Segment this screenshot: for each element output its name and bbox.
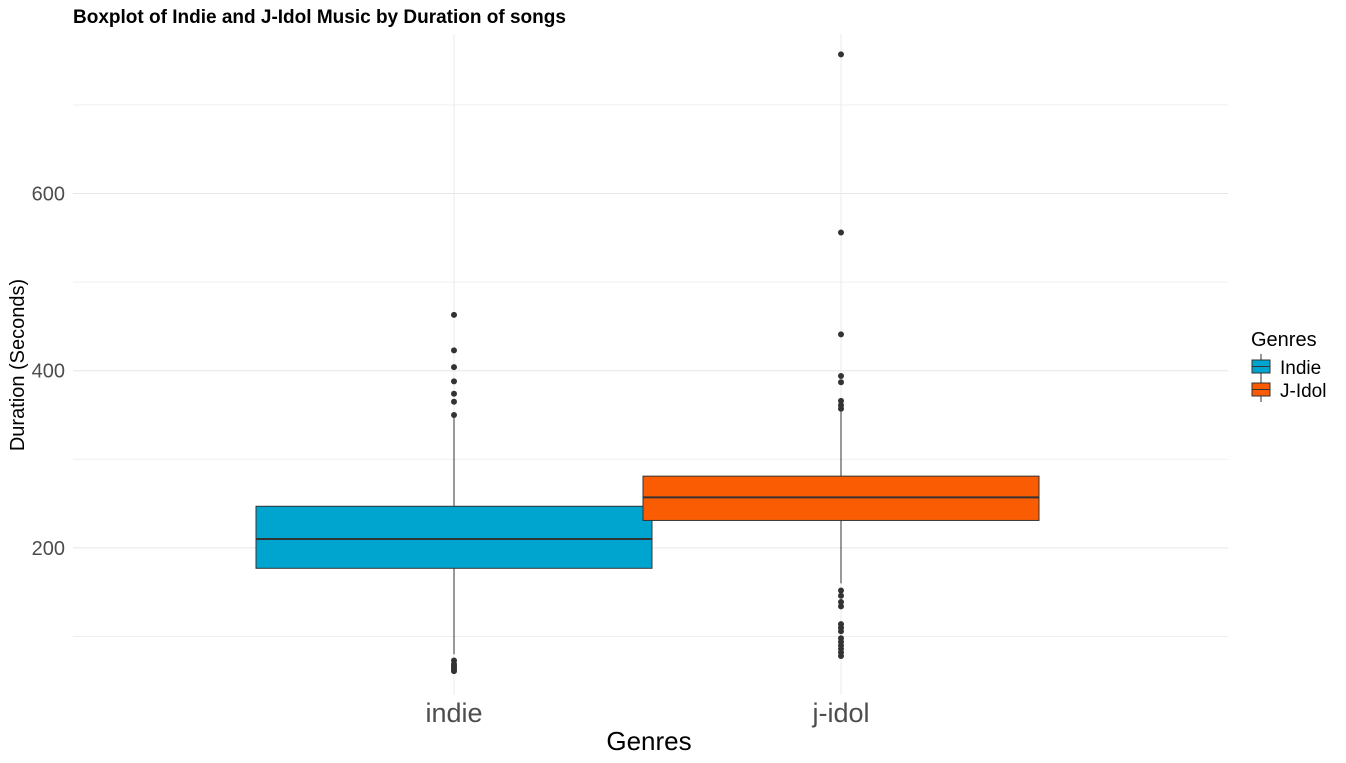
outlier-point (838, 229, 844, 236)
box-indie (255, 311, 653, 675)
y-axis-ticks: 200 400 600 (32, 183, 65, 559)
outlier-point (838, 379, 844, 386)
legend-label: J-Idol (1280, 381, 1326, 402)
legend-title: Genres (1251, 329, 1317, 351)
outlier-point (838, 603, 844, 610)
outlier-point (451, 390, 457, 397)
x-tick-label: j-idol (811, 698, 869, 728)
outlier-point (838, 331, 844, 338)
outlier-point (838, 653, 844, 660)
outlier-point (838, 628, 844, 635)
x-tick-label: indie (425, 698, 482, 728)
outlier-point (451, 378, 457, 385)
outlier-point (838, 598, 844, 605)
y-tick-label: 200 (32, 538, 65, 560)
outlier-point (838, 373, 844, 380)
y-axis-label: Duration (Seconds) (7, 279, 29, 451)
y-tick-label: 600 (32, 183, 65, 205)
outlier-point (838, 405, 844, 412)
legend-key-j-idol (1251, 377, 1271, 402)
outlier-point (838, 587, 844, 594)
outlier-point (838, 51, 844, 58)
outlier-point (451, 347, 457, 354)
grid-lines (73, 34, 1228, 695)
outlier-point (451, 668, 457, 675)
boxes (255, 51, 1040, 675)
x-axis-ticks: indie j-idol (425, 698, 869, 728)
iqr-box (255, 505, 653, 569)
outlier-point (451, 398, 457, 405)
box-j-idol (642, 51, 1040, 660)
outlier-point (838, 397, 844, 404)
x-axis-label: Genres (606, 726, 691, 756)
legend-label: Indie (1280, 358, 1321, 379)
y-tick-label: 400 (32, 361, 65, 383)
outlier-point (838, 592, 844, 599)
outlier-point (451, 412, 457, 419)
outlier-point (451, 364, 457, 371)
legend-key-indie (1251, 354, 1271, 379)
chart-title: Boxplot of Indie and J-Idol Music by Dur… (73, 7, 566, 28)
outlier-point (451, 311, 457, 318)
